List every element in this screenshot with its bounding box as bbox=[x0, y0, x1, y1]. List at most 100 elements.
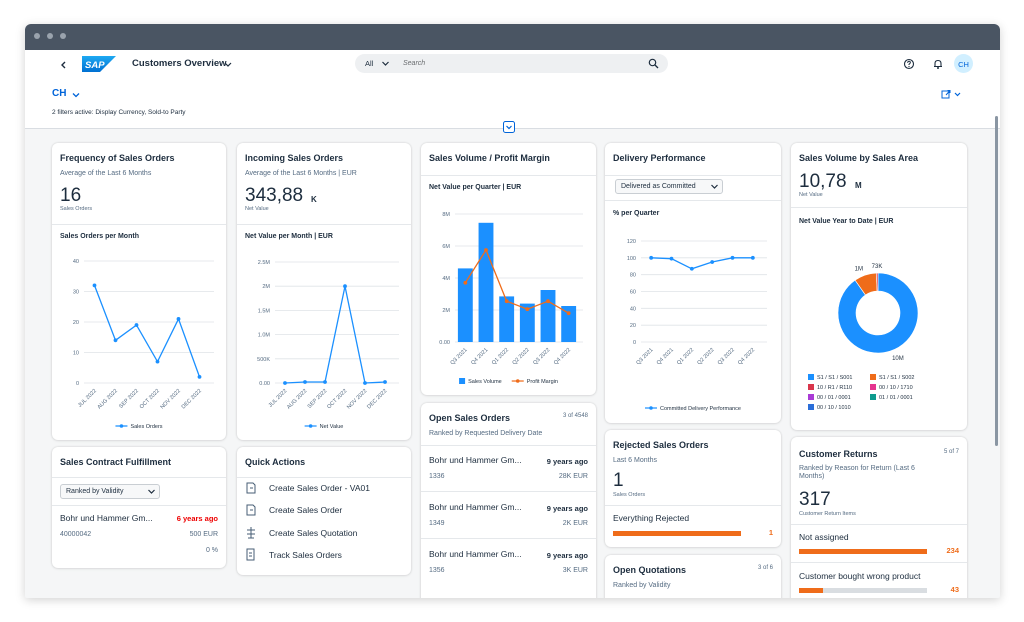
legend-label: Committed Delivery Performance bbox=[660, 406, 741, 412]
card-subtitle: Last 6 Months bbox=[613, 457, 657, 464]
legend-swatch bbox=[870, 384, 876, 390]
y-tick-label: 1.5M bbox=[258, 308, 271, 314]
notifications-icon[interactable] bbox=[932, 58, 944, 70]
card[interactable]: Open Sales Orders 3 of 4548 Ranked by Re… bbox=[421, 403, 596, 598]
search-field[interactable]: All Search bbox=[355, 54, 668, 73]
data-point bbox=[730, 255, 735, 260]
kpi-value: 343,88 bbox=[245, 185, 304, 206]
card[interactable]: 0 20 40 60 80 100 120 Q3 2021 Q4 2021 Q1 2022 Q2 2… bbox=[605, 143, 781, 423]
search-icon[interactable] bbox=[648, 58, 659, 69]
data-point bbox=[176, 317, 181, 321]
quick-action[interactable]: Create Sales Quotation bbox=[269, 528, 358, 538]
legend-swatch bbox=[808, 404, 814, 410]
legend-label: 01 / 01 / 0001 bbox=[879, 395, 913, 401]
item-name[interactable]: Not assigned bbox=[799, 532, 849, 542]
user-avatar[interactable]: CH bbox=[954, 54, 973, 73]
card[interactable]: Open Quotations 3 of 6 Ranked by Validit… bbox=[605, 555, 781, 598]
item-amount: 28K EUR bbox=[558, 473, 588, 480]
card[interactable]: 0.00 2M 4M 6M 8M Q3 2021 Q4 2021 Q1 2022 Q2 2022… bbox=[421, 143, 596, 395]
card[interactable]: 0.00 500K 1.0M 1.5M 2M 2.5M JUL 2022 AUG 2022 SE… bbox=[237, 143, 411, 440]
data-point bbox=[463, 280, 468, 285]
card-title: Quick Actions bbox=[245, 457, 306, 467]
item-name[interactable]: Bohr und Hammer Gm... bbox=[429, 455, 522, 465]
legend-swatch bbox=[308, 424, 313, 428]
legend-swatch bbox=[808, 384, 814, 390]
data-point bbox=[689, 266, 694, 271]
kpi-value: 10,78 bbox=[799, 171, 847, 192]
item-age: 9 years ago bbox=[546, 504, 588, 513]
dropdown[interactable]: Delivered as Committed bbox=[615, 179, 723, 194]
item-name[interactable]: Bohr und Hammer Gm... bbox=[429, 502, 522, 512]
browser-window: SAP Customers Overview All Search CH CH … bbox=[25, 24, 1000, 598]
card[interactable]: 0 10 20 30 40 JUL 2022 AUG 2022 SEP 2022 OCT 202… bbox=[52, 143, 226, 440]
quick-action[interactable]: Track Sales Orders bbox=[269, 550, 342, 560]
x-tick-label: DEC 2022 bbox=[366, 388, 388, 410]
chart-title: Net Value per Quarter | EUR bbox=[429, 184, 522, 191]
item-id: 1349 bbox=[429, 520, 445, 527]
variant-title[interactable]: CH bbox=[52, 88, 67, 99]
item-amount: 500 EUR bbox=[189, 531, 218, 538]
quick-action[interactable]: Create Sales Order - VA01 bbox=[269, 483, 370, 493]
data-point bbox=[134, 323, 139, 327]
app-header: SAP Customers Overview All Search CH CH … bbox=[25, 50, 1000, 129]
kpi-unit: M bbox=[855, 181, 862, 190]
card[interactable]: Rejected Sales Orders Last 6 Months 1 Sa… bbox=[605, 430, 781, 547]
chart-title: Sales Orders per Month bbox=[60, 233, 139, 240]
scrollbar[interactable] bbox=[995, 116, 998, 446]
card[interactable]: Customer Returns 5 of 7 Ranked by Reason… bbox=[791, 437, 967, 598]
bar-track bbox=[613, 531, 741, 536]
card[interactable]: Quick Actions Create Sales Order - VA01 … bbox=[237, 447, 411, 575]
item-id: 1356 bbox=[429, 567, 445, 574]
back-button[interactable] bbox=[58, 59, 70, 71]
card-title: Incoming Sales Orders bbox=[245, 153, 344, 163]
legend-label: S1 / S1 / S002 bbox=[879, 375, 914, 381]
card-title: Sales Volume / Profit Margin bbox=[429, 153, 550, 163]
quick-action[interactable]: Create Sales Order bbox=[269, 505, 343, 515]
divider bbox=[52, 505, 226, 506]
legend-swatch bbox=[808, 374, 814, 380]
data-point bbox=[383, 380, 387, 384]
divider bbox=[791, 207, 967, 208]
dropdown[interactable]: Ranked by Validity bbox=[60, 484, 160, 499]
divider bbox=[605, 175, 781, 176]
title-chevron[interactable] bbox=[223, 59, 233, 69]
x-tick-label: OCT 2022 bbox=[326, 388, 348, 410]
bar bbox=[540, 290, 556, 342]
help-icon[interactable] bbox=[903, 58, 915, 70]
bar bbox=[561, 306, 577, 342]
data-label: 10M bbox=[892, 356, 904, 362]
variant-chevron[interactable] bbox=[71, 90, 81, 100]
item-name[interactable]: Customer bought wrong product bbox=[799, 571, 921, 581]
y-tick-label: 2M bbox=[262, 284, 270, 290]
x-tick-label: Q4 2022 bbox=[737, 347, 756, 366]
y-tick-label: 30 bbox=[73, 290, 79, 296]
y-tick-label: 20 bbox=[630, 323, 636, 329]
data-point bbox=[113, 338, 118, 343]
item-name[interactable]: Bohr und Hammer Gm... bbox=[429, 549, 522, 559]
legend-swatch bbox=[119, 424, 124, 428]
bar bbox=[499, 296, 515, 342]
item-amount: 3K EUR bbox=[562, 567, 588, 574]
sap-logo[interactable]: SAP bbox=[82, 56, 116, 72]
card[interactable]: 10M 1M 73K S1 / S1 / S001 S1 / S1 / S002 10 /… bbox=[791, 143, 967, 430]
data-point bbox=[649, 255, 654, 260]
card[interactable]: Sales Contract Fulfillment Ranked by Val… bbox=[52, 447, 226, 568]
app-title[interactable]: Customers Overview bbox=[132, 58, 227, 69]
bar-track bbox=[799, 588, 927, 593]
window-titlebar bbox=[25, 24, 1000, 50]
x-tick-label: Q4 2021 bbox=[656, 347, 675, 366]
action-icons bbox=[246, 482, 256, 561]
search-scope[interactable]: All bbox=[365, 59, 374, 68]
collapse-header-button[interactable] bbox=[503, 121, 515, 133]
data-point bbox=[197, 375, 202, 379]
kpi-label: Net Value bbox=[799, 192, 823, 198]
bar bbox=[457, 268, 473, 342]
legend-swatch bbox=[515, 379, 520, 383]
item-name[interactable]: Bohr und Hammer Gm... bbox=[60, 513, 153, 523]
data-point bbox=[363, 381, 367, 385]
share-button[interactable] bbox=[941, 89, 963, 100]
item-count: 3 of 6 bbox=[757, 565, 773, 571]
x-tick-label: SEP 2022 bbox=[118, 388, 140, 410]
item-name[interactable]: Everything Rejected bbox=[613, 513, 690, 523]
y-tick-label: 100 bbox=[627, 256, 636, 262]
